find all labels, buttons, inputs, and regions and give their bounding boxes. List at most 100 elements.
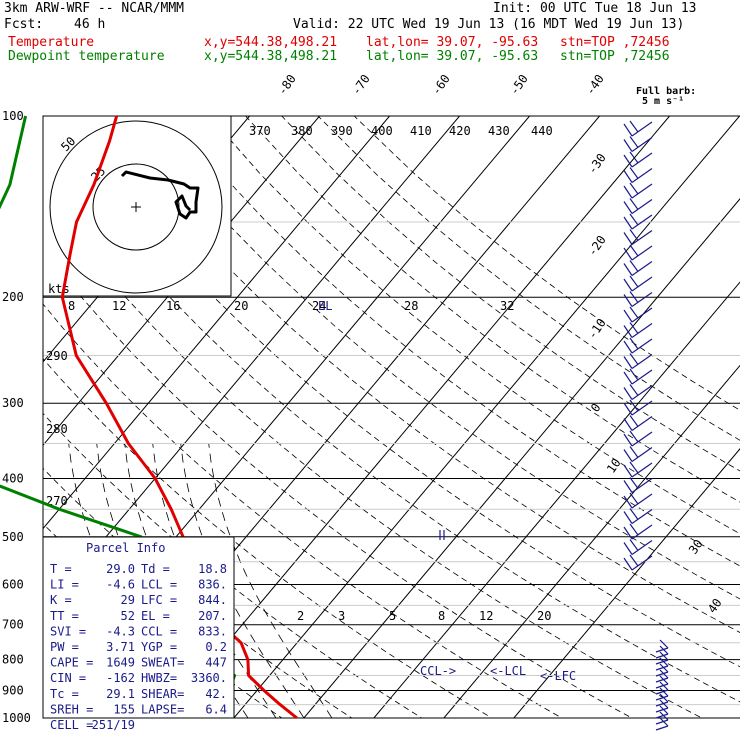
fcst-value: 46 h: [74, 17, 106, 32]
parcel-info-cell: LFC =: [141, 593, 177, 607]
theta-label: 270: [46, 494, 68, 508]
wind-barb-flag: [629, 229, 639, 241]
dry-adiabat: [43, 303, 563, 718]
wind-barb-low-flag: [655, 701, 669, 707]
wind-barb-flag: [629, 430, 639, 443]
theta-label: 290: [46, 349, 68, 363]
parcel-info-cell: PW =: [50, 640, 79, 654]
wind-barb-low: [659, 705, 669, 715]
isotherm-label: -10: [585, 316, 609, 342]
wind-barb-flag: [623, 247, 633, 261]
wind-barb: [631, 493, 653, 509]
wind-barb-flag: [623, 278, 633, 292]
wind-barb-flag: [629, 291, 639, 303]
parcel-info-panel: Parcel Info T = 29.0 Td = 18.8 LI = -4.6 LCL = 8…: [42, 536, 235, 732]
pressure-label: 900: [2, 683, 24, 697]
wind-barb: [631, 168, 653, 183]
isotherm-label: 10: [604, 456, 624, 476]
parcel-info-cell: 42.: [205, 687, 227, 701]
parcel-info-cell: 3360.: [191, 671, 227, 685]
chart-grid: 100 200 300 400 500 600 700 800 900 1000 -80 -70 -60…: [2, 72, 740, 725]
parcel-info-cell: 836.: [198, 578, 227, 592]
wind-barb-flag: [623, 340, 633, 354]
wind-barb-flag: [623, 232, 633, 245]
isotherm-label: -70: [349, 72, 373, 98]
wind-barb-low: [659, 693, 669, 703]
pressure-label: 1000: [2, 711, 31, 725]
wind-barb-flag: [629, 337, 639, 350]
wind-barb-flag: [629, 539, 639, 551]
mixing-ratio-label: 32: [500, 299, 514, 313]
isotherm-line: [43, 116, 390, 530]
parcel-info-cell: 251/19: [92, 718, 135, 732]
wind-barb-flag: [623, 154, 633, 168]
parcel-info-cell: -4.3: [106, 624, 135, 638]
wind-barb-flag: [629, 353, 639, 365]
wind-barb-flag: [623, 294, 633, 307]
wind-barb-low: [659, 669, 669, 679]
parcel-info-cell: K =: [50, 593, 72, 607]
wind-barb-flag: [629, 446, 639, 458]
wind-barb-flag: [623, 402, 633, 416]
parcel-info-cell: HWBZ=: [141, 671, 177, 685]
wind-barb-flag: [623, 511, 633, 524]
dry-adiabat: [43, 358, 493, 718]
mixing-ratio-label: 5: [389, 609, 396, 623]
pressure-label: 200: [2, 290, 24, 304]
wind-barb: [631, 385, 653, 400]
wind-barb: [631, 416, 653, 431]
theta-label: 280: [46, 422, 68, 436]
wind-barb-flag: [629, 384, 639, 396]
wind-barb-low: [659, 681, 669, 691]
parcel-info-cell: LCL =: [141, 578, 177, 592]
mixing-ratio-label: 24: [312, 299, 326, 313]
wind-barb-low: [659, 663, 669, 673]
theta-label: 370: [249, 124, 271, 138]
pressure-label: 600: [2, 577, 24, 591]
mixing-ratio-label: 8: [68, 299, 75, 313]
wind-barb: [631, 152, 653, 168]
parcel-info-cell: 1649: [106, 656, 135, 670]
wind-barb-low: [659, 651, 669, 661]
theta-label: 410: [410, 124, 432, 138]
dry-adiabat: [43, 137, 740, 703]
wind-barb-flag: [623, 123, 633, 137]
wind-barb: [631, 137, 653, 152]
wind-barb: [631, 307, 653, 323]
wind-barb-flag: [623, 542, 633, 555]
isotherm-line: [43, 116, 460, 613]
parcel-info-cell: 3.71: [106, 640, 135, 654]
wind-barb-flag: [623, 309, 633, 323]
wind-barb-low: [659, 639, 669, 649]
wind-barb-flag: [629, 167, 639, 179]
mixing-ratio-label: 28: [404, 299, 418, 313]
wind-barb-flag: [623, 557, 633, 571]
level-annotation: <-LFC: [540, 669, 576, 683]
wind-barb-flag: [629, 492, 639, 505]
parcel-info-cell: CIN =: [50, 671, 86, 685]
wind-barb: [631, 276, 653, 292]
dry-adiabat: [317, 116, 740, 441]
wind-barb: [631, 555, 653, 571]
isotherm-line: [43, 116, 320, 447]
dry-adiabat: [172, 116, 740, 567]
parcel-info-cell: Tc =: [50, 687, 79, 701]
isotherm-label: -30: [585, 151, 609, 177]
parcel-info-cell: SHEAR=: [141, 687, 184, 701]
parcel-info-cell: 447: [205, 656, 227, 670]
wind-barb-flag: [623, 371, 633, 385]
temperature-latlon: lat,lon= 39.07, -95.63: [366, 35, 539, 50]
wind-barb-low-flag: [655, 671, 669, 677]
wind-barb-flag: [629, 213, 639, 226]
dewpoint-latlon: lat,lon= 39.07, -95.63: [366, 49, 539, 64]
wind-barb: [631, 478, 653, 493]
dry-adiabat: [353, 116, 740, 411]
wind-barb-flag: [623, 480, 633, 493]
level-annotation: CCL->: [420, 664, 456, 678]
wind-barb-low: [659, 675, 669, 685]
mixing-ratio-label: 3: [338, 609, 345, 623]
parcel-info-cell: 0.2: [205, 640, 227, 654]
dry-adiabat: [43, 193, 703, 718]
dry-adiabat: [136, 116, 740, 600]
